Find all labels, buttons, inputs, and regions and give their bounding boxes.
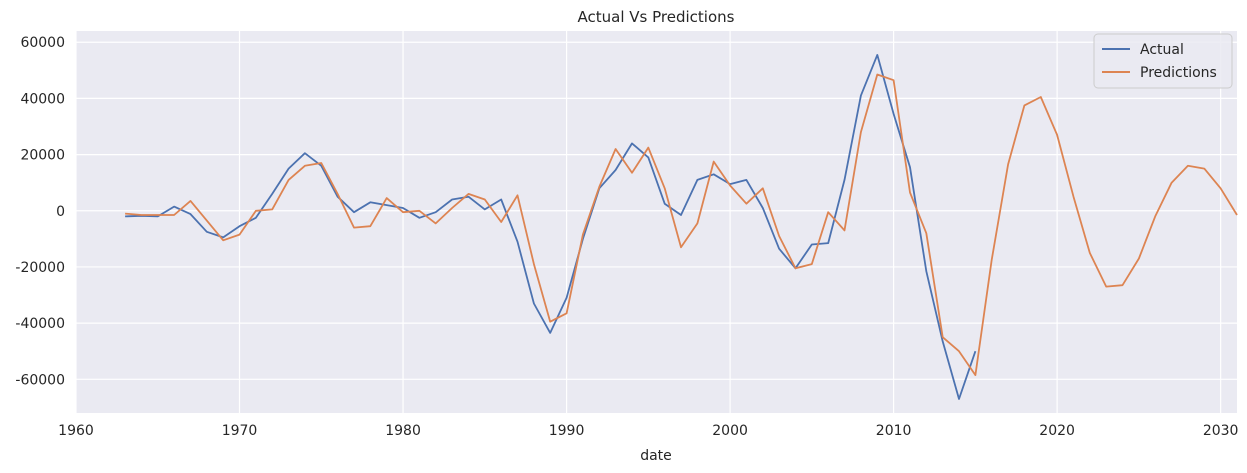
x-tick-label: 1970 <box>222 423 258 439</box>
legend-label-predictions: Predictions <box>1140 65 1217 81</box>
legend-box <box>1093 33 1233 89</box>
x-tick-label: 1980 <box>385 423 421 439</box>
x-tick-label: 2010 <box>876 423 912 439</box>
grid <box>75 31 1237 413</box>
plot-area <box>76 31 1237 413</box>
series-group <box>125 54 1238 400</box>
x-tick-label: 2020 <box>1039 423 1075 439</box>
x-tick-label: 1960 <box>58 423 94 439</box>
y-tick-label: -40000 <box>15 316 65 332</box>
y-tick-label: -20000 <box>15 260 65 276</box>
y-tick-label: -60000 <box>15 372 65 388</box>
legend: Actual Predictions <box>1093 33 1233 89</box>
x-tick-label: 2030 <box>1203 423 1239 439</box>
x-axis-label: date <box>640 448 672 464</box>
y-tick-label: 0 <box>56 204 65 220</box>
series-line-actual <box>125 54 977 400</box>
y-tick-label: 40000 <box>20 91 65 107</box>
y-tick-label: 60000 <box>20 35 65 51</box>
chart-title: Actual Vs Predictions <box>578 8 735 26</box>
tick-labels: 1960 1970 1980 1990 2000 2010 2020 2030 -60000 -4… <box>15 35 1238 439</box>
legend-label-actual: Actual <box>1140 42 1184 58</box>
x-tick-label: 2000 <box>712 423 748 439</box>
x-tick-label: 1990 <box>549 423 585 439</box>
series-line-predictions <box>125 73 1238 377</box>
y-tick-label: 20000 <box>20 148 65 164</box>
